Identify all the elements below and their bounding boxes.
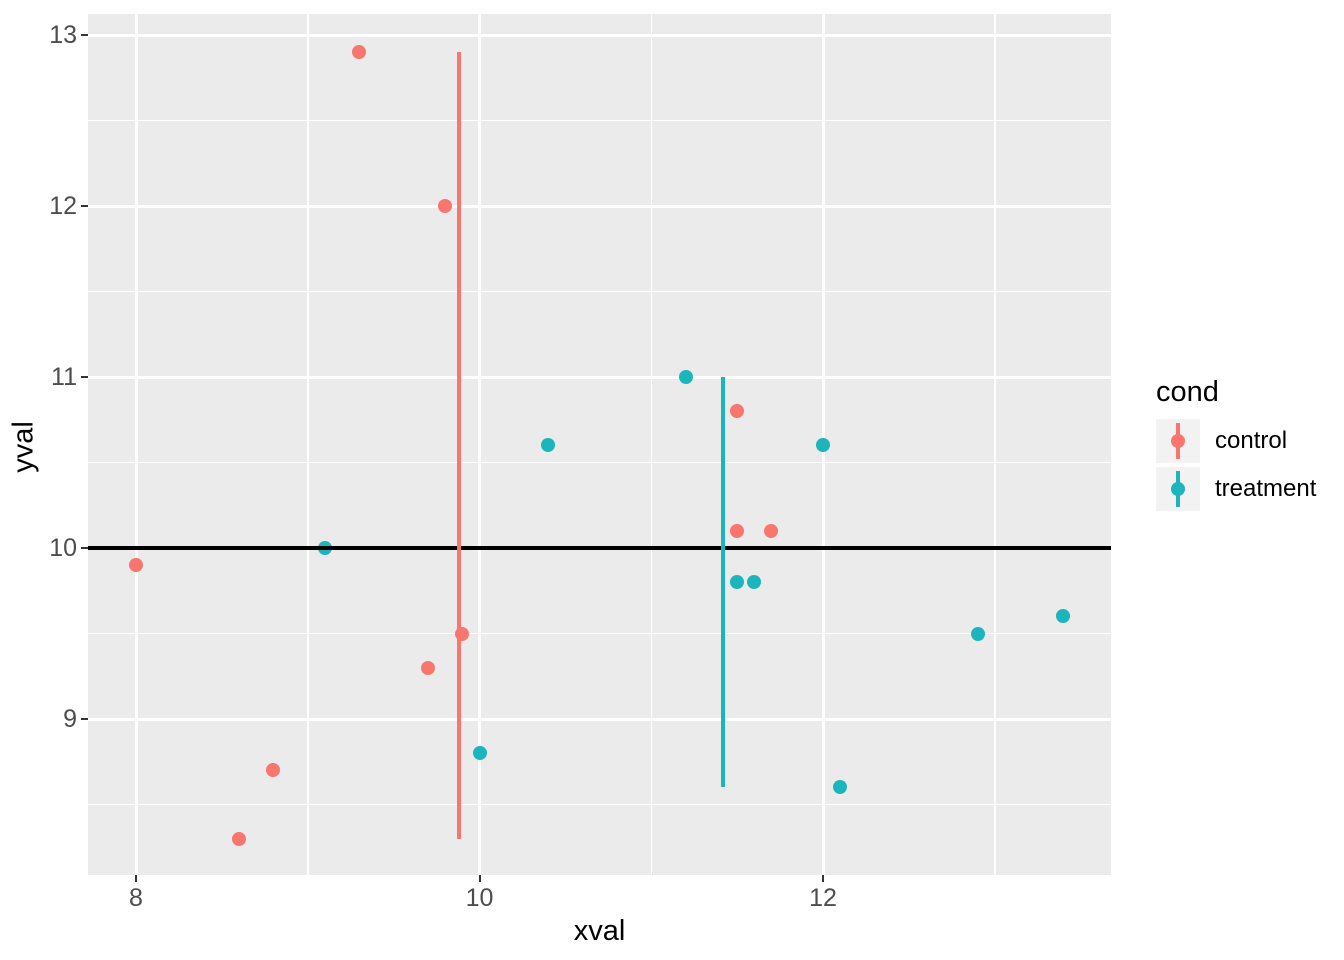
point-control (420, 660, 435, 675)
point-control (730, 404, 745, 419)
legend-key-treatment (1156, 467, 1200, 511)
legend-entry-treatment: treatment (1156, 467, 1316, 511)
point-control (352, 45, 367, 60)
pointrange-glyph-dot (1171, 434, 1185, 448)
legend-entry-control: control (1156, 419, 1316, 463)
gridline-major-x (134, 14, 138, 875)
point-treatment (816, 438, 830, 453)
gridline-major-y (88, 375, 1111, 379)
gridline-major-y (88, 717, 1111, 721)
legend-label-treatment: treatment (1215, 475, 1317, 502)
legend-entries: control treatment (1156, 419, 1316, 511)
legend-label-control: control (1215, 427, 1288, 454)
x-tick-label: 12 (809, 884, 837, 912)
hline-y10 (88, 546, 1111, 550)
gridline-minor-x (307, 14, 309, 875)
point-treatment (678, 370, 693, 384)
x-tick-label: 8 (129, 884, 143, 912)
x-tick-mark (822, 875, 824, 882)
x-tick-mark (478, 875, 481, 882)
gridline-major-x (478, 14, 481, 875)
mean-vline-control (456, 52, 461, 839)
x-tick-label: 10 (465, 884, 494, 912)
gridline-minor-y (88, 119, 1111, 122)
y-tick-mark (81, 205, 88, 207)
point-control (266, 763, 281, 778)
y-tick-mark (81, 34, 88, 36)
gridline-minor-y (88, 461, 1111, 464)
point-control (764, 523, 779, 538)
point-treatment (747, 575, 762, 590)
x-axis-title: xval (573, 915, 626, 947)
point-control (129, 558, 143, 573)
legend: cond control treatment (1156, 372, 1316, 515)
legend-key-control (1156, 419, 1200, 463)
mean-vline-treatment (721, 377, 726, 788)
gridline-minor-y (88, 290, 1111, 293)
y-tick-label: 12 (49, 192, 77, 220)
gridline-minor-y (88, 632, 1111, 635)
gridline-minor-y (88, 803, 1111, 806)
point-treatment (833, 780, 848, 795)
point-treatment (970, 626, 985, 641)
point-treatment (541, 438, 556, 453)
y-tick-label: 11 (51, 363, 77, 391)
point-treatment (730, 575, 745, 590)
plot-panel (88, 14, 1111, 875)
x-tick-mark (135, 875, 137, 882)
pointrange-glyph-dot (1171, 482, 1185, 496)
gridline-major-y (88, 204, 1111, 208)
gridline-minor-x (650, 14, 652, 875)
gridline-minor-x (994, 14, 996, 875)
point-control (232, 831, 247, 846)
gridline-major-y (88, 33, 1111, 37)
y-tick-mark (81, 376, 88, 378)
y-tick-label: 9 (63, 705, 77, 733)
y-axis-title: yval (7, 421, 40, 473)
point-control (438, 199, 453, 213)
y-tick-mark (81, 718, 88, 720)
y-tick-mark (81, 547, 88, 549)
y-tick-label: 13 (49, 21, 77, 49)
legend-title: cond (1156, 376, 1219, 408)
point-treatment (1056, 609, 1071, 624)
point-treatment (472, 746, 487, 761)
y-tick-label: 10 (49, 534, 77, 562)
point-control (730, 523, 745, 538)
